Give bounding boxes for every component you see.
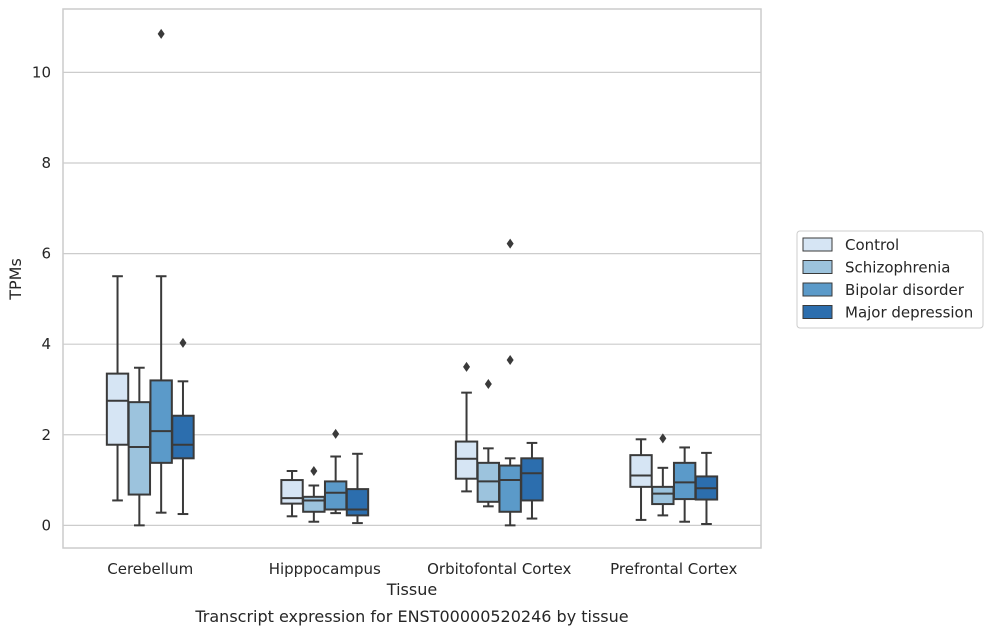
x-tick-label: Prefrontal Cortex xyxy=(610,560,737,578)
legend-item: Major depression xyxy=(802,304,973,322)
legend-frame xyxy=(796,230,984,329)
y-tick-labels: 0 2 4 6 8 10 xyxy=(32,63,51,534)
box-groups xyxy=(105,28,719,527)
outlier-point xyxy=(179,337,187,348)
outlier-point xyxy=(484,379,492,390)
box-body xyxy=(520,457,544,502)
legend-item: Schizophrenia xyxy=(802,259,950,277)
legend-label: Bipolar disorder xyxy=(845,281,965,299)
box-body xyxy=(323,480,348,511)
category-group xyxy=(280,428,370,525)
box xyxy=(629,438,653,521)
outlier-point xyxy=(463,361,471,372)
y-tick-label: 10 xyxy=(32,63,51,81)
legend-swatch xyxy=(802,282,833,297)
box-body xyxy=(171,414,195,460)
box-body xyxy=(629,454,653,488)
outlier-point xyxy=(506,238,514,249)
x-tick-labels: Cerebellum Hipppocampus Orbitofontal Corte… xyxy=(107,560,737,578)
box-body xyxy=(105,372,130,446)
legend-label: Major depression xyxy=(845,304,973,322)
x-axis-label: Tissue xyxy=(386,580,437,599)
y-tick-label: 2 xyxy=(41,426,51,444)
box-body xyxy=(651,485,675,506)
box xyxy=(345,452,370,525)
category-group xyxy=(454,238,544,527)
box-body xyxy=(672,461,697,501)
outlier-point xyxy=(506,355,514,366)
box-body xyxy=(345,488,370,517)
box xyxy=(520,441,544,520)
box-body xyxy=(302,495,326,513)
x-tick-label: Hipppocampus xyxy=(269,560,381,578)
category-group xyxy=(629,433,719,525)
y-tick-label: 8 xyxy=(41,154,51,172)
x-tick-label: Orbitofontal Cortex xyxy=(427,560,571,578)
legend-label: Control xyxy=(845,236,899,254)
legend-swatch xyxy=(802,260,833,274)
y-tick-label: 4 xyxy=(41,335,51,353)
category-group xyxy=(105,28,195,527)
outlier-point xyxy=(157,28,165,39)
box xyxy=(280,470,304,518)
box xyxy=(105,275,130,502)
box xyxy=(171,337,195,516)
y-tick-label: 6 xyxy=(41,245,51,263)
legend: Control Schizophrenia Bipolar disorder Majo… xyxy=(796,230,984,329)
legend-item: Bipolar disorder xyxy=(802,281,965,299)
box-body xyxy=(280,479,304,505)
box xyxy=(127,366,152,527)
box xyxy=(672,446,697,523)
box xyxy=(302,466,326,523)
box-body xyxy=(498,464,522,513)
legend-label: Schizophrenia xyxy=(845,259,950,277)
legend-item: Control xyxy=(802,236,899,254)
x-tick-label: Cerebellum xyxy=(107,560,193,578)
outlier-point xyxy=(310,466,318,476)
outlier-point xyxy=(659,433,667,444)
box xyxy=(323,428,348,515)
legend-swatch xyxy=(802,237,833,252)
box xyxy=(149,28,173,514)
box xyxy=(651,433,675,517)
box xyxy=(498,238,522,527)
outlier-point xyxy=(332,428,340,439)
chart-caption: Transcript expression for ENST0000052024… xyxy=(194,607,628,626)
box-body xyxy=(454,440,479,480)
y-axis-label: TPMs xyxy=(6,258,25,301)
box-body xyxy=(127,401,152,496)
box xyxy=(694,451,719,525)
box xyxy=(476,379,501,508)
plot-area xyxy=(62,8,762,549)
y-tick-label: 0 xyxy=(41,516,51,534)
legend-swatch xyxy=(802,305,833,319)
box-body xyxy=(149,379,173,464)
box xyxy=(454,361,479,493)
